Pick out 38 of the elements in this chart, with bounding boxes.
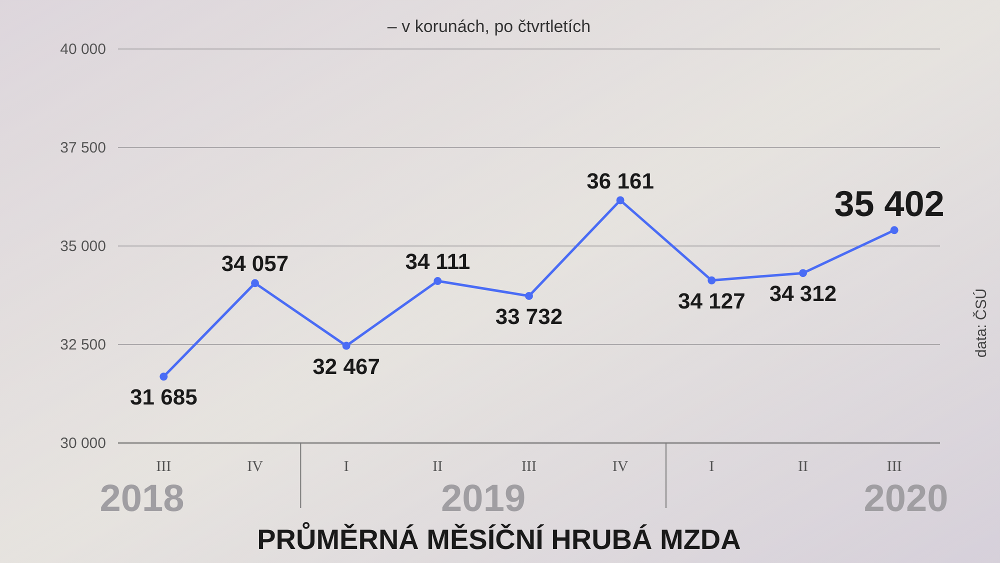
- x-tick-label: II: [798, 459, 808, 475]
- text: PRŮMĚRNÁ MĚSÍČNÍ HRUBÁ MZDA: [257, 521, 741, 555]
- x-tick-label: III: [156, 459, 172, 475]
- text: 2018: [100, 478, 184, 520]
- point: [799, 269, 807, 278]
- point: [708, 276, 716, 284]
- data-label: 36 161: [586, 168, 654, 194]
- point: [525, 292, 533, 300]
- text: data: ČSÚ: [972, 288, 990, 358]
- y-tick-label: 30 000: [60, 435, 106, 452]
- data-label: 34 057: [221, 251, 289, 276]
- y-tick-label: 37 500: [60, 140, 106, 156]
- point: [342, 342, 350, 350]
- y-tick-label: 40 000: [60, 41, 106, 58]
- data-label: 34 127: [678, 288, 746, 314]
- data-label: 32 467: [312, 354, 380, 379]
- text: 2020: [864, 478, 948, 520]
- x-tick-label: IV: [612, 459, 628, 475]
- text: 2019: [441, 478, 526, 520]
- data-label: 31 685: [130, 384, 198, 410]
- x-tick-label: III: [522, 459, 536, 475]
- point: [890, 226, 898, 234]
- x-tick-label: III: [886, 459, 902, 475]
- chart-subtitle: – v korunách, po čtvrtletích: [387, 17, 591, 36]
- data-label: 33 732: [495, 304, 563, 329]
- point: [434, 277, 442, 286]
- x-tick-label: IV: [247, 459, 264, 475]
- data-label: 35 402: [834, 183, 944, 224]
- y-tick-label: 32 500: [60, 336, 106, 354]
- y-tick-label: 35 000: [60, 238, 106, 255]
- data-label: 34 312: [769, 281, 837, 306]
- point: [160, 372, 168, 381]
- x-tick-label: I: [709, 459, 714, 475]
- x-tick-label: I: [344, 459, 349, 475]
- x-tick-label: II: [432, 459, 443, 475]
- data-label: 34 111: [405, 249, 470, 274]
- point: [251, 279, 259, 288]
- point: [616, 196, 624, 204]
